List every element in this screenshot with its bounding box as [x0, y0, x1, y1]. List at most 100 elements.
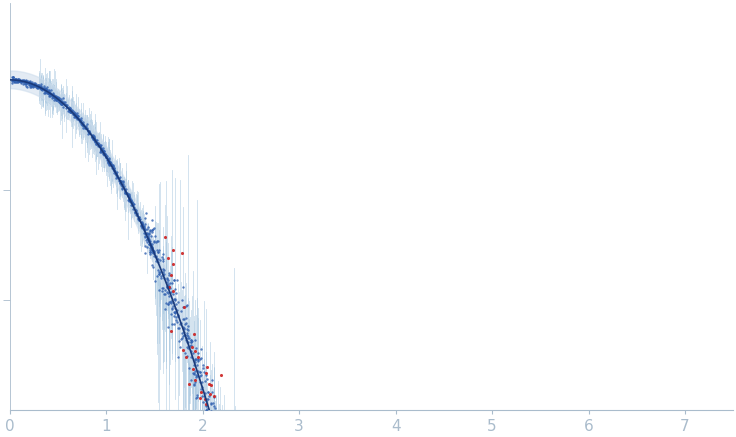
Point	[17, 80, 29, 87]
Point	[116, 177, 127, 184]
Point	[192, 367, 204, 374]
Point	[143, 236, 155, 243]
Point	[21, 80, 32, 87]
Point	[152, 258, 164, 265]
Point	[130, 211, 142, 218]
Point	[82, 128, 94, 135]
Point	[106, 161, 118, 168]
Point	[96, 146, 107, 153]
Point	[94, 142, 106, 149]
Point	[165, 298, 177, 305]
Point	[208, 393, 220, 400]
Point	[6, 76, 18, 83]
Point	[149, 278, 161, 285]
Point	[88, 134, 100, 141]
Point	[153, 287, 165, 294]
Point	[35, 85, 47, 92]
Point	[199, 401, 211, 408]
Point	[42, 90, 54, 97]
Point	[151, 246, 163, 253]
Point	[188, 370, 199, 377]
Point	[29, 82, 41, 89]
Point	[69, 111, 81, 118]
Point	[138, 223, 150, 230]
Point	[195, 354, 207, 361]
Point	[45, 90, 57, 97]
Point	[101, 153, 113, 160]
Point	[163, 299, 174, 306]
Point	[21, 83, 33, 90]
Point	[63, 106, 75, 113]
Point	[24, 80, 35, 87]
Point	[168, 320, 180, 327]
Point	[20, 82, 32, 89]
Point	[141, 236, 153, 243]
Point	[89, 137, 101, 144]
Point	[93, 142, 105, 149]
Point	[13, 78, 25, 85]
Point	[87, 136, 99, 143]
Point	[181, 338, 193, 345]
Point	[194, 395, 206, 402]
Point	[22, 78, 34, 85]
Point	[105, 161, 116, 168]
Point	[136, 222, 148, 229]
Point	[200, 370, 212, 377]
Point	[141, 230, 152, 237]
Point	[163, 284, 175, 291]
Point	[26, 80, 38, 87]
Point	[205, 407, 217, 414]
Point	[27, 82, 39, 89]
Point	[7, 73, 19, 80]
Point	[136, 220, 148, 227]
Point	[67, 108, 79, 115]
Point	[114, 173, 126, 180]
Point	[74, 116, 85, 123]
Point	[188, 362, 200, 369]
Point	[74, 117, 85, 124]
Point	[146, 241, 158, 248]
Point	[44, 89, 56, 96]
Point	[24, 79, 35, 86]
Point	[95, 144, 107, 151]
Point	[71, 110, 82, 117]
Point	[194, 386, 206, 393]
Point	[202, 388, 214, 395]
Point	[69, 110, 81, 117]
Point	[166, 328, 177, 335]
Point	[138, 226, 150, 233]
Point	[63, 104, 75, 111]
Point	[40, 87, 52, 94]
Point	[20, 78, 32, 85]
Point	[216, 371, 227, 378]
Point	[64, 106, 76, 113]
Point	[67, 111, 79, 118]
Point	[6, 73, 18, 80]
Point	[166, 279, 178, 286]
Point	[74, 118, 86, 125]
Point	[183, 338, 194, 345]
Point	[168, 277, 180, 284]
Point	[192, 357, 204, 364]
Point	[98, 150, 110, 157]
Point	[167, 261, 179, 268]
Point	[101, 155, 113, 162]
Point	[151, 238, 163, 245]
Point	[179, 350, 191, 357]
Point	[168, 288, 180, 295]
Point	[39, 85, 51, 92]
Point	[182, 333, 194, 340]
Point	[124, 194, 135, 201]
Point	[54, 99, 66, 106]
Point	[99, 151, 111, 158]
Point	[174, 320, 186, 327]
Point	[21, 78, 32, 85]
Point	[180, 319, 192, 326]
Point	[74, 119, 86, 126]
Point	[205, 382, 216, 389]
Point	[103, 160, 115, 167]
Point	[31, 84, 43, 91]
Point	[136, 223, 148, 230]
Point	[46, 92, 57, 99]
Point	[49, 93, 61, 100]
